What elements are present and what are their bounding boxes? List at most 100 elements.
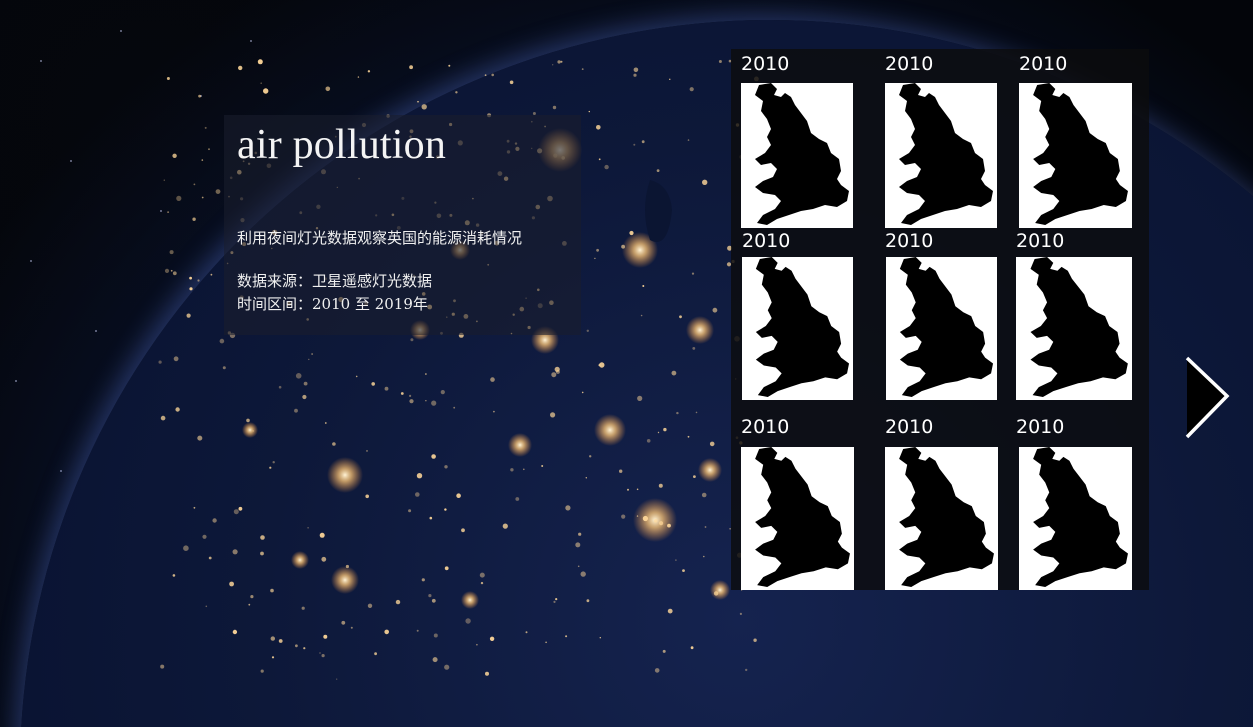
england-map-icon — [1016, 257, 1132, 400]
city-light — [636, 515, 639, 517]
city-light — [640, 314, 643, 317]
city-light — [656, 169, 660, 173]
city-light — [682, 569, 685, 572]
city-light — [653, 519, 658, 523]
city-light — [461, 528, 465, 533]
city-light — [271, 656, 275, 659]
city-light — [701, 492, 707, 498]
city-light — [557, 60, 561, 64]
city-light — [270, 588, 274, 593]
city-light — [636, 488, 639, 491]
city-light — [671, 370, 677, 376]
city-light — [428, 594, 432, 598]
city-light — [215, 189, 221, 195]
data-source-text: 数据来源：卫星遥感灯光数据 — [237, 272, 433, 290]
city-light — [599, 637, 601, 639]
city-light — [291, 551, 309, 569]
city-light — [169, 250, 174, 255]
gallery-item[interactable]: 2010 — [741, 55, 853, 228]
city-light — [409, 399, 414, 404]
england-map-icon — [1019, 447, 1132, 590]
city-light — [490, 377, 495, 382]
city-light — [695, 411, 698, 414]
gallery-item[interactable]: 2010 — [1016, 232, 1132, 400]
gallery-item[interactable]: 2010 — [1019, 55, 1132, 228]
city-light — [189, 287, 193, 291]
gallery-item[interactable]: 2010 — [1016, 418, 1132, 590]
city-light — [409, 65, 413, 70]
city-light — [598, 158, 601, 161]
city-light — [453, 406, 456, 409]
city-light — [491, 73, 495, 77]
city-light — [371, 382, 376, 386]
city-light — [515, 497, 520, 501]
city-light — [350, 626, 353, 629]
city-light — [384, 629, 390, 635]
city-light — [676, 411, 679, 415]
city-light — [693, 475, 696, 478]
city-light — [355, 375, 358, 378]
city-light — [727, 245, 733, 251]
city-light — [589, 455, 592, 458]
city-light — [476, 643, 478, 646]
city-light — [596, 248, 599, 252]
city-light — [689, 87, 694, 92]
city-light — [565, 505, 571, 511]
time-range-text: 时间区间：2010 至 2019年 — [237, 295, 428, 313]
gallery-item[interactable]: 2010 — [742, 232, 854, 400]
city-light — [594, 414, 626, 446]
city-light — [687, 435, 690, 438]
city-light — [753, 638, 757, 642]
city-light — [205, 605, 208, 608]
city-light — [594, 257, 596, 260]
city-light — [324, 422, 327, 424]
gallery-item[interactable]: 2010 — [741, 418, 854, 590]
city-light — [627, 488, 629, 491]
year-label: 2010 — [885, 53, 934, 75]
city-light — [176, 195, 182, 201]
city-light — [193, 183, 196, 186]
city-light — [703, 555, 705, 558]
england-map-icon — [1019, 83, 1132, 228]
city-light — [311, 353, 313, 355]
map-gallery: 2010 2010 2010 2010 2010 2010 2010 20 — [731, 49, 1149, 590]
page-title: air pollution — [237, 122, 447, 168]
city-light — [669, 78, 671, 81]
city-light — [198, 94, 202, 98]
city-light — [202, 534, 207, 539]
city-light — [599, 362, 605, 368]
gallery-item[interactable]: 2010 — [885, 55, 997, 228]
year-label: 2010 — [1019, 53, 1068, 75]
chevron-right-icon — [1185, 356, 1230, 439]
city-light — [260, 551, 264, 556]
city-light — [308, 358, 310, 361]
city-light — [212, 518, 217, 523]
city-light — [532, 112, 536, 115]
city-light — [415, 492, 420, 497]
city-light — [525, 631, 528, 634]
city-light — [278, 639, 283, 643]
gallery-item[interactable]: 2010 — [885, 418, 998, 590]
next-button[interactable] — [1184, 356, 1230, 440]
city-light — [367, 603, 373, 608]
city-light — [421, 578, 425, 582]
city-light — [233, 509, 239, 515]
city-light — [417, 100, 419, 103]
city-light — [307, 527, 309, 529]
city-light — [367, 70, 371, 73]
info-panel: air pollution 利用夜间灯光数据观察英国的能源消耗情况 数据来源：卫… — [224, 115, 581, 335]
city-light — [508, 433, 532, 457]
city-light — [485, 671, 489, 676]
city-light — [319, 532, 325, 538]
city-light — [186, 313, 191, 318]
city-light — [260, 82, 263, 84]
city-light — [409, 394, 412, 397]
city-light — [321, 654, 325, 658]
gallery-item[interactable]: 2010 — [885, 232, 997, 400]
city-light — [455, 91, 458, 94]
city-light — [578, 532, 582, 536]
england-map-icon — [741, 447, 854, 590]
city-light — [580, 571, 586, 577]
city-light — [257, 59, 263, 65]
city-light — [637, 395, 643, 401]
